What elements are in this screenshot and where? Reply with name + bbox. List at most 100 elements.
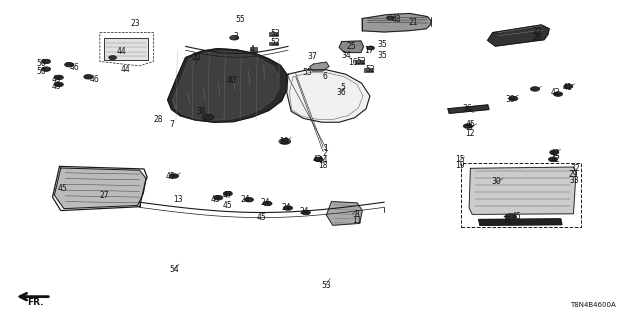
Text: 15: 15: [454, 156, 465, 164]
Text: 27: 27: [99, 191, 109, 200]
Text: 43: 43: [211, 195, 221, 204]
Circle shape: [170, 174, 179, 178]
Circle shape: [244, 197, 253, 202]
Text: 45: 45: [57, 184, 67, 193]
Circle shape: [263, 201, 272, 206]
Text: 20: 20: [191, 53, 201, 62]
Text: 34: 34: [341, 51, 351, 60]
Circle shape: [214, 196, 223, 200]
Text: 13: 13: [173, 195, 183, 204]
Polygon shape: [479, 219, 562, 225]
Text: 22: 22: [533, 28, 542, 36]
Text: 52: 52: [365, 65, 375, 74]
Text: 49: 49: [51, 82, 61, 91]
Text: 28: 28: [154, 115, 163, 124]
Text: 50: 50: [36, 60, 46, 68]
Circle shape: [42, 67, 51, 71]
Text: 24: 24: [260, 198, 271, 207]
Text: 45: 45: [256, 213, 266, 222]
Text: 14: 14: [318, 156, 328, 165]
Text: 4: 4: [250, 45, 255, 54]
Bar: [461, 163, 581, 227]
Text: 52: 52: [356, 57, 366, 66]
Text: 44: 44: [116, 47, 127, 56]
Polygon shape: [488, 25, 549, 46]
Text: T8N4B4600A: T8N4B4600A: [570, 302, 616, 308]
Text: 26: 26: [532, 33, 543, 42]
Text: 30: 30: [491, 177, 501, 186]
Text: 37: 37: [307, 52, 317, 61]
Circle shape: [387, 16, 394, 20]
Circle shape: [223, 191, 232, 196]
Text: 7: 7: [169, 120, 174, 129]
Text: 31: 31: [502, 216, 513, 225]
Text: 45: 45: [223, 201, 233, 210]
Circle shape: [314, 157, 323, 162]
Text: 29: 29: [568, 170, 579, 179]
Text: 49: 49: [51, 75, 61, 84]
Circle shape: [54, 75, 63, 80]
Polygon shape: [173, 51, 279, 120]
Text: 18: 18: [319, 161, 328, 170]
Circle shape: [65, 62, 74, 67]
Circle shape: [564, 84, 573, 89]
Text: 10: 10: [279, 137, 289, 146]
Bar: [269, 32, 278, 36]
Polygon shape: [287, 70, 370, 122]
Text: 19: 19: [454, 161, 465, 170]
Text: 50: 50: [36, 67, 46, 76]
Text: 42: 42: [550, 149, 561, 158]
Text: 3: 3: [233, 32, 238, 41]
Polygon shape: [469, 167, 576, 214]
Circle shape: [505, 214, 516, 220]
Circle shape: [42, 59, 51, 64]
Text: 46: 46: [70, 63, 80, 72]
Polygon shape: [326, 202, 362, 225]
Text: 52: 52: [270, 29, 280, 38]
Polygon shape: [362, 13, 431, 32]
Bar: [104, 38, 148, 60]
Text: 9: 9: [468, 123, 473, 132]
Text: 38: 38: [196, 108, 206, 116]
Circle shape: [463, 124, 472, 128]
Circle shape: [509, 96, 518, 101]
Text: FR.: FR.: [27, 298, 44, 307]
Text: 54: 54: [169, 265, 179, 274]
Polygon shape: [310, 62, 329, 71]
Text: 46: 46: [90, 76, 100, 84]
Polygon shape: [339, 41, 364, 52]
Text: 36: 36: [337, 88, 347, 97]
Text: 2: 2: [323, 149, 328, 158]
Text: 24: 24: [240, 195, 250, 204]
Circle shape: [550, 150, 559, 155]
Circle shape: [280, 139, 289, 144]
Bar: [250, 47, 257, 52]
Text: 17: 17: [364, 46, 374, 55]
Text: 40: 40: [227, 76, 237, 85]
Text: 55: 55: [302, 68, 312, 77]
Bar: [364, 68, 373, 72]
Text: 24: 24: [281, 203, 291, 212]
Circle shape: [554, 92, 563, 96]
Text: 12: 12: [466, 129, 475, 138]
Text: 39: 39: [506, 95, 516, 104]
Circle shape: [204, 116, 212, 120]
Circle shape: [367, 46, 374, 50]
Circle shape: [54, 82, 63, 87]
Bar: [355, 60, 364, 64]
Text: 24: 24: [300, 207, 310, 216]
Polygon shape: [54, 168, 146, 209]
Text: 8: 8: [355, 210, 360, 219]
Text: 35: 35: [378, 51, 388, 60]
Text: 1: 1: [323, 144, 328, 153]
Circle shape: [84, 75, 93, 79]
Text: 21: 21: [409, 18, 418, 27]
Text: 16: 16: [348, 58, 358, 67]
Text: 36: 36: [462, 104, 472, 113]
Text: 11: 11: [353, 216, 362, 225]
Text: 6: 6: [323, 72, 328, 81]
Text: 45: 45: [511, 212, 522, 221]
Polygon shape: [168, 49, 287, 122]
Bar: [269, 42, 278, 45]
Text: 42: 42: [312, 156, 323, 164]
